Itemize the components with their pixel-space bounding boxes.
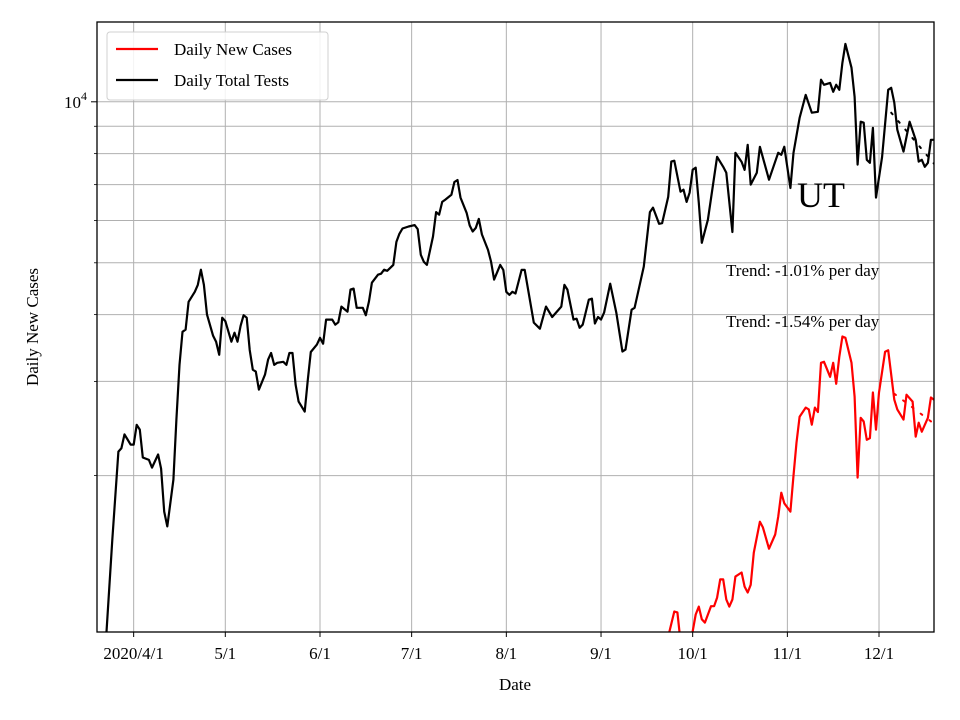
series-line-daily-new-cases xyxy=(668,335,934,632)
trend-line xyxy=(893,392,934,425)
x-tick-label: 5/1 xyxy=(214,644,236,663)
grid xyxy=(97,22,934,632)
y-axis: 104 xyxy=(64,89,97,477)
x-axis-label: Date xyxy=(499,675,531,694)
series-layer xyxy=(105,42,934,632)
legend-label-daily-total-tests: Daily Total Tests xyxy=(174,71,289,90)
x-tick-label: 7/1 xyxy=(401,644,423,663)
trend-annotation-2: Trend: -1.54% per day xyxy=(726,312,880,331)
state-annotation: UT xyxy=(797,175,845,215)
trend-line xyxy=(890,111,934,165)
x-axis: 2020/4/1 5/1 6/1 7/1 8/1 9/1 10/1 11/1 12/1 xyxy=(103,632,894,663)
x-tick-label: 9/1 xyxy=(590,644,612,663)
x-tick-label: 8/1 xyxy=(495,644,517,663)
series-line-daily-total-tests xyxy=(105,42,934,632)
y-axis-label: Daily New Cases xyxy=(23,268,42,386)
y-tick-label: 104 xyxy=(64,89,87,112)
trend-annotation-1: Trend: -1.01% per day xyxy=(726,261,880,280)
legend: Daily New Cases Daily Total Tests xyxy=(106,31,329,101)
x-tick-label: 12/1 xyxy=(864,644,894,663)
legend-box xyxy=(106,31,329,101)
legend-label-daily-new-cases: Daily New Cases xyxy=(174,40,292,59)
plot-frame xyxy=(96,21,935,633)
x-tick-label: 10/1 xyxy=(678,644,708,663)
x-tick-label: 11/1 xyxy=(773,644,803,663)
x-tick-label: 6/1 xyxy=(309,644,331,663)
x-tick-label: 2020/4/1 xyxy=(103,644,163,663)
